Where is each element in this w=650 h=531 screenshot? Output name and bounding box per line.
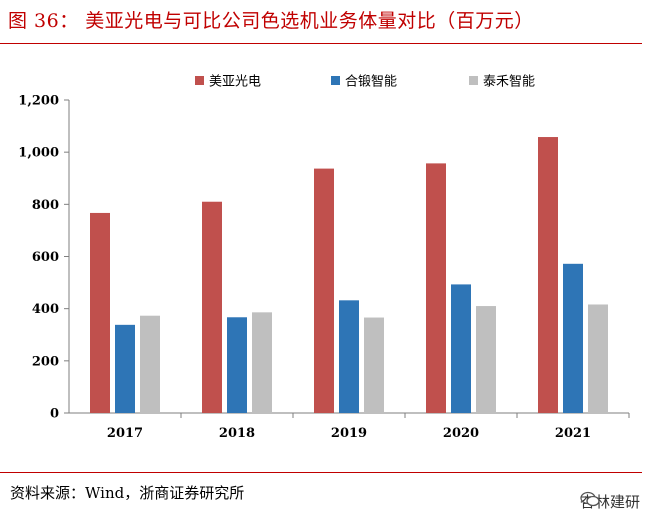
source-note: 资料来源：Wind，浙商证券研究所 — [10, 484, 245, 502]
x-tick-label: 2019 — [331, 426, 367, 441]
figure-title: 图 36： 美亚光电与可比公司色选机业务体量对比（百万元） — [8, 10, 534, 32]
legend-swatch-泰禾智能 — [469, 76, 478, 85]
legend-label: 美亚光电 — [209, 75, 261, 90]
x-tick-label: 2021 — [555, 426, 591, 441]
x-tick-label: 2020 — [443, 426, 479, 441]
bar-泰禾智能-2020 — [476, 306, 496, 413]
y-tick-label: 1,000 — [18, 146, 59, 161]
bar-合锻智能-2018 — [227, 317, 247, 413]
y-tick-label: 800 — [32, 198, 59, 213]
legend-label: 合锻智能 — [345, 75, 397, 90]
x-tick-label: 2017 — [107, 426, 143, 441]
source-divider — [0, 472, 642, 473]
bar-合锻智能-2019 — [339, 300, 359, 413]
bar-美亚光电-2018 — [202, 201, 222, 413]
bar-合锻智能-2021 — [563, 263, 583, 413]
bar-泰禾智能-2021 — [588, 304, 608, 413]
title-divider — [0, 43, 642, 44]
x-tick-label: 2018 — [219, 426, 255, 441]
y-tick-label: 1,200 — [18, 94, 59, 109]
bar-美亚光电-2017 — [90, 212, 110, 413]
bar-美亚光电-2021 — [538, 137, 558, 413]
y-tick-label: 0 — [50, 407, 59, 422]
y-tick-label: 200 — [32, 354, 59, 369]
bar-美亚光电-2019 — [314, 168, 334, 413]
bar-合锻智能-2017 — [115, 324, 135, 413]
bar-chart: 0 200 400 600 800 1,000 1,200 2017 2018 2019 2020 2… — [18, 75, 630, 441]
wechat-icon — [580, 491, 600, 507]
legend-label: 泰禾智能 — [483, 75, 535, 90]
watermark: 杏林建研 — [580, 491, 640, 512]
bar-美亚光电-2020 — [426, 163, 446, 413]
chart-container: 0 200 400 600 800 1,000 1,200 2017 2018 2019 2020 2… — [7, 54, 637, 446]
legend-swatch-美亚光电 — [195, 76, 204, 85]
y-tick-label: 600 — [32, 250, 59, 265]
legend-swatch-合锻智能 — [331, 76, 340, 85]
bar-泰禾智能-2018 — [252, 312, 272, 413]
bar-泰禾智能-2019 — [364, 317, 384, 413]
y-tick-label: 400 — [32, 302, 59, 317]
bar-泰禾智能-2017 — [140, 315, 160, 413]
bar-合锻智能-2020 — [451, 284, 471, 413]
